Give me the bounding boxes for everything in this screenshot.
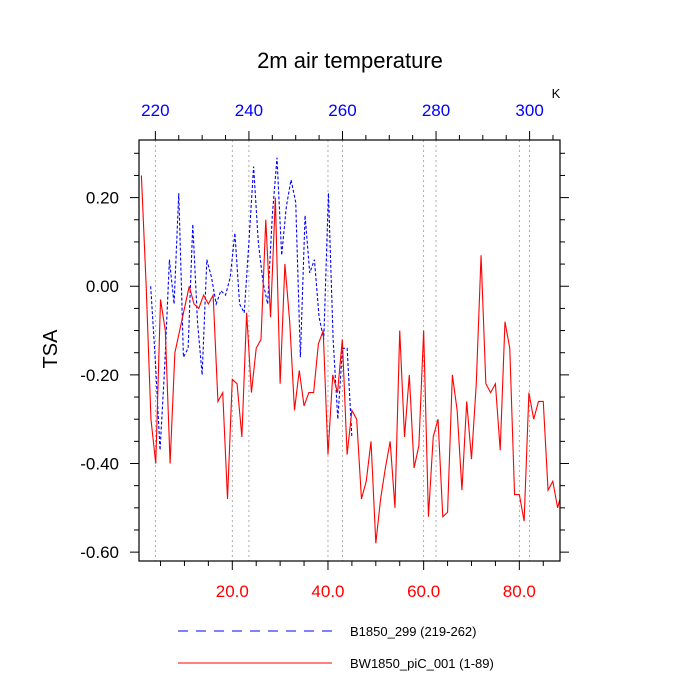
top-axis-tick-label: 220: [141, 101, 169, 120]
series-layer: [140, 157, 560, 544]
axes: 20.0 40.0 60.0 80.0 220 240 260 280 300 0.20 0.00 -…: [80, 101, 569, 601]
bottom-axis-tick-label: 80.0: [503, 582, 536, 601]
legend-label-1: B1850_299 (219-262): [350, 624, 477, 639]
series-line-1: [150, 157, 353, 451]
y-axis-tick-label: 0.00: [86, 277, 119, 296]
bottom-axis-tick-label: 20.0: [216, 582, 249, 601]
top-axis-tick-label: 260: [328, 101, 356, 120]
legend: B1850_299 (219-262) BW1850_piC_001 (1-89): [178, 624, 494, 671]
top-axis-tick-label: 240: [235, 101, 263, 120]
legend-label-2: BW1850_piC_001 (1-89): [350, 656, 494, 671]
top-axis-tick-label: 300: [515, 101, 543, 120]
series-line-2: [140, 175, 560, 544]
chart-title: 2m air temperature: [257, 48, 443, 73]
bottom-axis-tick-label: 40.0: [311, 582, 344, 601]
y-axis-tick-label: -0.40: [80, 455, 119, 474]
y-axis-tick-label: 0.20: [86, 189, 119, 208]
top-axis-unit-label: K: [552, 86, 561, 101]
top-axis-tick-label: 280: [422, 101, 450, 120]
plot-frame: [138, 139, 561, 562]
bottom-axis-tick-label: 60.0: [407, 582, 440, 601]
y-axis-tick-label: -0.20: [80, 366, 119, 385]
y-axis-label: TSA: [40, 329, 62, 369]
y-axis-tick-label: -0.60: [80, 543, 119, 562]
